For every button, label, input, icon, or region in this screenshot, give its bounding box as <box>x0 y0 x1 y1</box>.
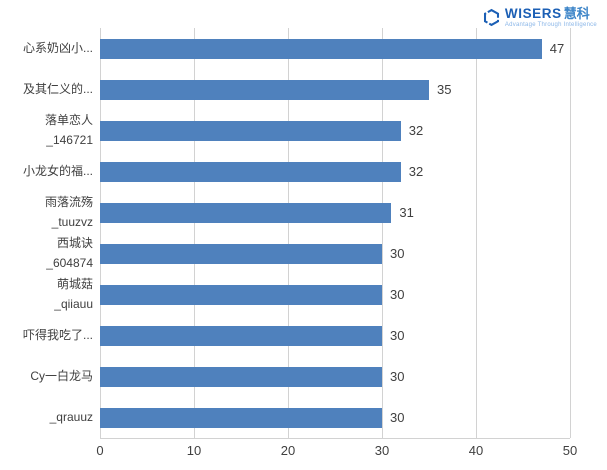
bar-track: 30 <box>100 274 570 315</box>
bar-track: 30 <box>100 356 570 397</box>
x-axis-tick-label: 10 <box>186 443 202 458</box>
bar-row: 及其仁义的... 35 <box>0 69 570 110</box>
x-axis: 0 10 20 30 40 50 <box>96 443 577 463</box>
gridline-x-50 <box>570 28 571 438</box>
bar-row: 小龙女的福... 32 <box>0 151 570 192</box>
bar-value-label: 30 <box>390 287 405 302</box>
category-label: Cy一白龙马 <box>30 368 93 383</box>
bar <box>100 202 392 223</box>
x-axis-tick-label: 40 <box>468 443 484 458</box>
gridline-layer <box>100 28 571 439</box>
bar-value-label: 30 <box>390 328 405 343</box>
bar-rows: 心系奶凶小... 47 及其仁义的... 35 落单恋人 _146721 32 小龙女的福.… <box>0 28 570 438</box>
bar <box>100 79 429 100</box>
bar-value-label: 32 <box>408 164 424 179</box>
bar <box>100 120 401 141</box>
category-label: 及其仁义的... <box>22 81 93 96</box>
wisers-logo-text: WISERS 慧科 Advantage Through Intelligence <box>505 7 597 28</box>
category-label: 小龙女的福... <box>22 163 93 178</box>
gridline-x-10 <box>194 28 195 438</box>
bar-row: 心系奶凶小... 47 <box>0 28 570 69</box>
x-axis-tick-label: 50 <box>562 443 578 458</box>
bar-value-label: 35 <box>437 82 452 97</box>
bar-track: 30 <box>100 233 570 274</box>
wisers-brand-row: WISERS 慧科 <box>505 7 597 21</box>
wisers-brand-name: WISERS <box>504 6 562 21</box>
bar-track: 32 <box>100 110 570 151</box>
x-axis-tick-label: 30 <box>374 443 390 458</box>
bar-track: 35 <box>100 69 570 110</box>
bar-value-label: 31 <box>399 205 414 220</box>
gridline-x-20 <box>288 28 289 438</box>
category-label: 心系奶凶小... <box>22 40 93 55</box>
category-label: 吓得我吃了... <box>22 327 93 342</box>
category-label: 西城诀 _604874 <box>46 236 93 270</box>
bar-track: 47 <box>100 28 570 69</box>
wisers-hexagon-icon <box>483 8 499 27</box>
bar-track: 31 <box>100 192 570 233</box>
bar <box>100 243 382 264</box>
x-axis-tick-label: 20 <box>280 443 296 458</box>
bar-row: 落单恋人 _146721 32 <box>0 110 570 151</box>
wisers-tagline: Advantage Through Intelligence <box>504 21 597 28</box>
bar-row: 西城诀 _604874 30 <box>0 233 570 274</box>
gridline-x-30 <box>382 28 383 438</box>
bar-value-label: 30 <box>390 246 405 261</box>
wisers-logo: WISERS 慧科 Advantage Through Intelligence <box>482 7 597 28</box>
bar-row: 萌城菇 _qiiauu 30 <box>0 274 570 315</box>
bar-track: 30 <box>100 315 570 356</box>
bar <box>100 38 542 59</box>
bar <box>100 325 382 346</box>
bar <box>100 407 382 428</box>
category-label: 雨落流殇 _tuuzvz <box>44 195 93 229</box>
bar-row: 吓得我吃了... 30 <box>0 315 570 356</box>
bar-value-label: 47 <box>549 41 565 56</box>
wisers-brand-name-cn: 慧科 <box>563 6 590 21</box>
gridline-x-0 <box>100 28 101 438</box>
category-label: 萌城菇 _qiiauu <box>54 277 93 311</box>
bar-row: _qrauuz 30 <box>0 397 570 438</box>
bar-track: 30 <box>100 397 570 438</box>
bar-value-label: 30 <box>390 410 405 425</box>
bar-value-label: 30 <box>390 369 405 384</box>
bar <box>100 161 401 182</box>
x-axis-tick-label: 0 <box>96 443 104 458</box>
bar-value-label: 32 <box>408 123 424 138</box>
gridline-x-40 <box>476 28 477 438</box>
bar-row: 雨落流殇 _tuuzvz 31 <box>0 192 570 233</box>
category-label: 落单恋人 _146721 <box>44 113 93 147</box>
category-label: _qrauuz <box>49 409 93 424</box>
bar-track: 32 <box>100 151 570 192</box>
bar <box>100 366 382 387</box>
plot-area: 心系奶凶小... 47 及其仁义的... 35 落单恋人 _146721 32 小龙女的福.… <box>0 28 571 439</box>
bar <box>100 284 382 305</box>
bar-row: Cy一白龙马 30 <box>0 356 570 397</box>
